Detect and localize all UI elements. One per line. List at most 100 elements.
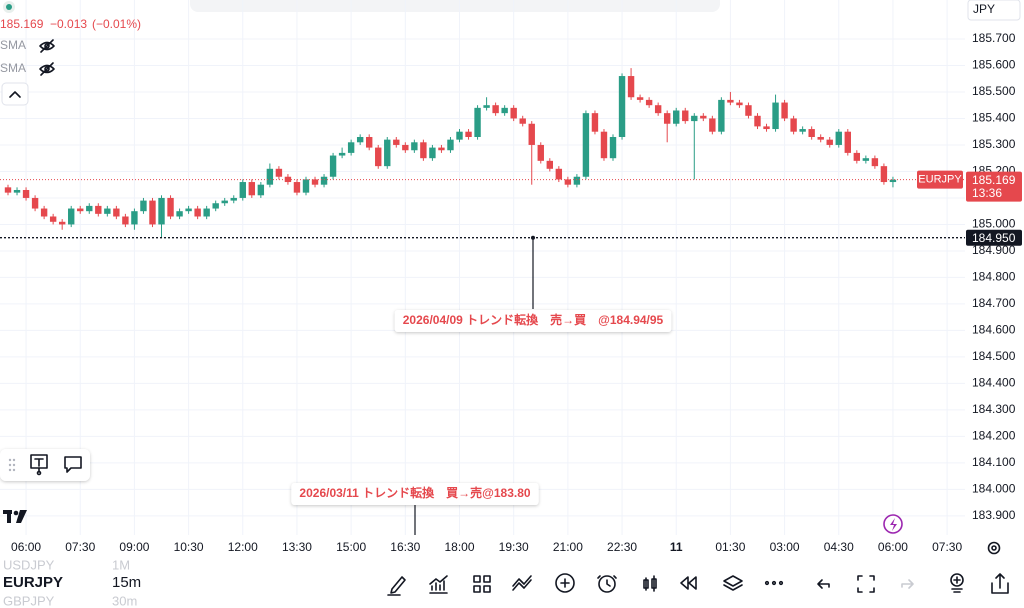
y-tick-label: 184.400 [972,376,1016,390]
candle-body [257,184,265,196]
more-tool[interactable] [764,580,770,586]
settings-button[interactable] [987,541,1001,555]
interval[interactable]: 1M [112,557,130,572]
candle-body [808,129,815,137]
replay-tool[interactable] [680,576,697,590]
candle-body [745,105,752,116]
candle-body [176,211,183,217]
candle-body [555,168,563,180]
candle-body [573,176,581,185]
currency-button[interactable] [967,0,1021,21]
add-alert-tool[interactable] [950,573,964,587]
hide-icon[interactable] [39,39,55,53]
candle-body [239,182,246,198]
candle-body [230,197,237,201]
share-tool[interactable] [991,573,1009,594]
interval[interactable]: 30m [112,593,137,608]
x-tick-label: 19:30 [499,540,529,554]
collapse-button[interactable] [1,82,29,106]
annotation-box [291,483,539,505]
x-tick-label: 04:30 [824,540,854,554]
x-tick-label: 21:00 [553,540,583,554]
candle-body [284,176,292,183]
candle-body [185,208,192,212]
text-tool[interactable] [30,454,48,476]
toolbar-icons [387,573,1009,596]
indicators-tool[interactable] [429,575,448,594]
candle-body [618,76,626,137]
candle-body [167,197,174,217]
candle-body [140,200,147,212]
x-tick-label: 15:00 [336,540,366,554]
candle-body [880,166,888,183]
y-tick-label: 184.300 [972,402,1016,416]
redo-tool[interactable] [901,579,914,589]
candle-body [483,105,490,108]
hide-icon[interactable] [39,62,55,76]
candle-body [492,105,499,114]
x-tick-label: 01:30 [715,540,745,554]
y-tick-label: 185.300 [972,137,1016,151]
candle-body [366,136,373,148]
logo [3,510,27,523]
x-tick-label: 16:30 [390,540,420,554]
symbol[interactable]: EURJPY [3,574,63,591]
candle-body [465,131,472,137]
chart-type-tool[interactable] [643,575,657,592]
candle-body [338,152,346,156]
annotation-text: 2026/03/11 トレンド転換 買→売@183.80 [299,485,530,500]
candle-body [519,118,526,124]
last-price-label: 185.169 [972,173,1016,187]
y-tick-label: 185.500 [972,84,1016,98]
candle-body [682,110,689,122]
candle-body [817,136,824,140]
alert-price-label: 184.950 [972,231,1016,245]
draw-tool[interactable] [387,576,406,596]
candle-body [329,155,337,177]
alert-tool[interactable] [598,575,616,593]
candle-body [347,142,355,153]
compare-tool[interactable] [512,575,532,591]
countdown: 13:36 [972,186,1002,200]
interval[interactable]: 15m [112,574,141,591]
candle-body [311,179,319,185]
layers-tool[interactable] [723,575,743,591]
candle-body [429,147,436,159]
y-tick-label: 184.800 [972,270,1016,284]
fullscreen-tool[interactable] [857,575,875,593]
candle-body [799,129,806,132]
symbol[interactable]: GBPJPY [3,593,55,608]
candle-body [420,142,427,159]
layout-tool[interactable] [473,575,491,593]
undo-tool[interactable] [817,579,830,589]
candle-body [384,139,391,167]
top-bar [190,0,720,12]
candle-body [564,179,572,185]
x-tick-label: 09:00 [119,540,149,554]
candle-body [718,99,725,132]
candle-body [546,160,553,169]
x-tick-label: 07:30 [932,540,962,554]
comment-tool[interactable] [64,456,82,473]
candle-body [727,99,734,103]
candle-body [203,208,210,217]
candle-body [663,113,671,124]
drag-handle[interactable] [8,458,16,472]
candle-body [654,105,662,114]
candle-body [212,203,219,209]
candle-body [22,189,30,198]
candle-body [582,113,590,177]
symbol[interactable]: USDJPY [3,557,55,572]
x-tick-label: 06:00 [11,540,41,554]
add-tool[interactable] [555,573,575,593]
candle-body [149,200,156,225]
candle-body [293,182,301,193]
x-tick-label: 10:30 [174,540,204,554]
candle-body [609,136,617,159]
candle-body [781,102,788,119]
candle-body [356,136,364,143]
y-tick-label: 184.900 [972,243,1016,257]
y-tick-label: 184.200 [972,429,1016,443]
candle-body [77,208,84,212]
